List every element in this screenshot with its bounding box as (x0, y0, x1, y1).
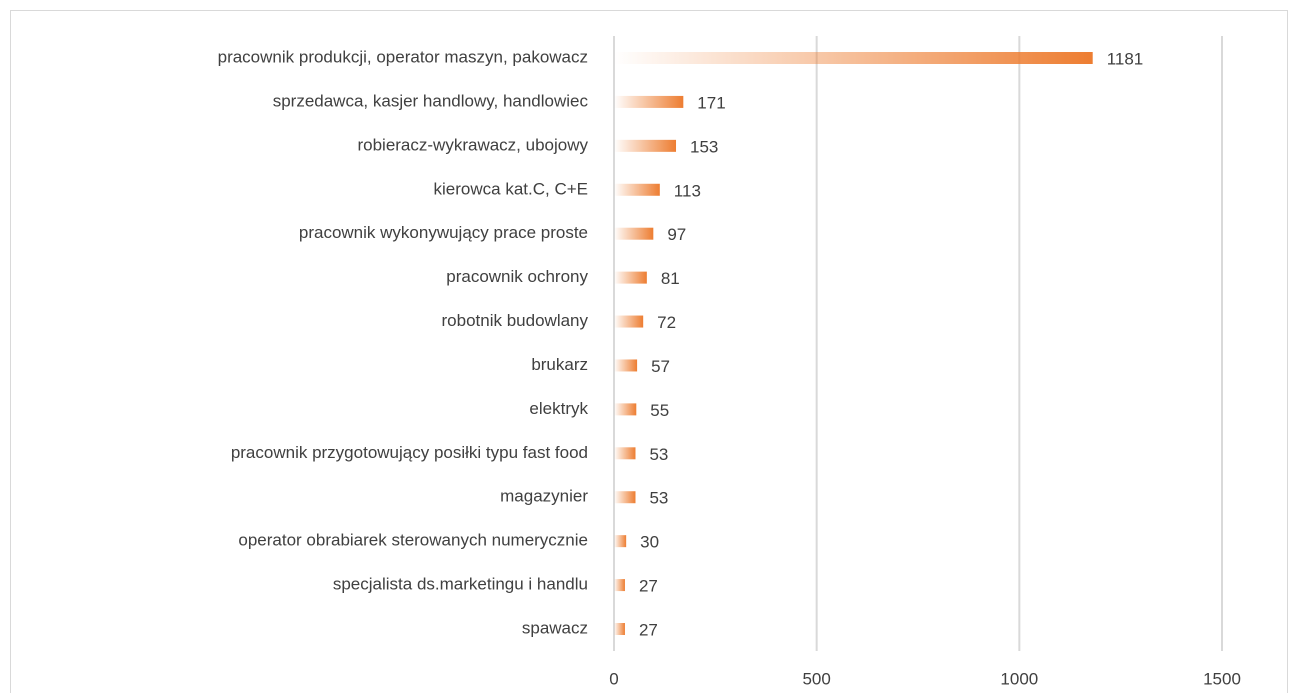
y-tick-label: operator obrabiarek sterowanych numerycz… (238, 531, 588, 550)
data-label: 97 (667, 225, 686, 244)
bar (614, 359, 638, 372)
y-tick-label: kierowca kat.C, C+E (434, 179, 588, 198)
y-tick-label: specjalista ds.marketingu i handlu (333, 575, 588, 594)
data-label: 53 (649, 489, 668, 508)
bar (614, 447, 636, 460)
data-label: 30 (640, 533, 659, 552)
bar (614, 535, 627, 548)
y-tick-label: robotnik budowlany (442, 311, 589, 330)
y-tick-label: sprzedawca, kasjer handlowy, handlowiec (273, 91, 589, 110)
data-label: 171 (697, 93, 725, 112)
data-label: 72 (657, 313, 676, 332)
chart-border (10, 10, 1288, 698)
data-label: 1181 (1107, 49, 1144, 68)
x-tick-label: 1000 (1000, 669, 1038, 688)
bar (614, 52, 1093, 64)
data-label: 27 (639, 620, 658, 639)
bar (614, 315, 644, 328)
data-label: 113 (674, 181, 701, 200)
y-tick-label: elektryk (529, 399, 588, 418)
y-tick-label: pracownik wykonywujący prace proste (299, 223, 588, 242)
bar (614, 579, 625, 592)
bar (614, 227, 654, 240)
data-label: 153 (690, 137, 718, 156)
bar (614, 623, 625, 635)
y-tick-label: magazynier (500, 487, 588, 506)
data-label: 55 (650, 401, 669, 420)
x-tick-label: 0 (609, 669, 618, 688)
bar (614, 139, 677, 152)
data-label: 81 (661, 269, 680, 288)
y-tick-label: brukarz (531, 355, 588, 374)
x-tick-label: 1500 (1203, 669, 1241, 688)
data-label: 27 (639, 577, 658, 596)
bar (614, 271, 647, 284)
data-label: 53 (649, 445, 668, 464)
bar (614, 183, 660, 196)
bar (614, 403, 637, 416)
y-tick-label: pracownik produkcji, operator maszyn, pa… (218, 47, 588, 66)
bar (614, 95, 684, 108)
y-tick-label: spawacz (522, 618, 588, 637)
data-label: 57 (651, 357, 670, 376)
y-tick-label: pracownik ochrony (446, 267, 588, 286)
y-tick-label: robieracz-wykrawacz, ubojowy (357, 135, 588, 154)
bar (614, 491, 636, 504)
y-tick-label: pracownik przygotowujący posiłki typu fa… (231, 443, 588, 462)
x-tick-label: 500 (802, 669, 830, 688)
